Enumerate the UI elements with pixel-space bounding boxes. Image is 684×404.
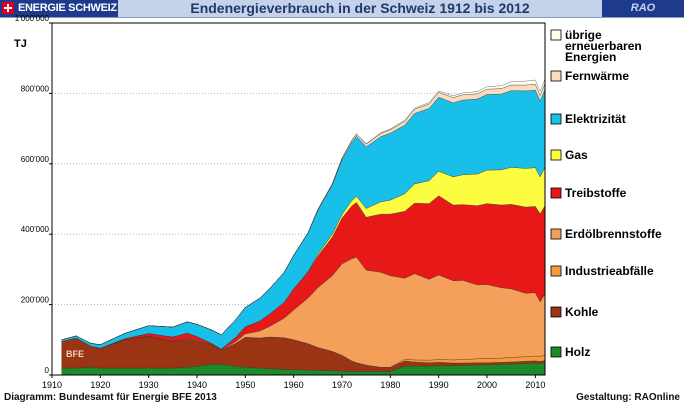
legend-swatch-treibstoffe [550, 187, 562, 199]
chart-title: Endenergieverbrauch in der Schweiz 1912 … [190, 0, 530, 16]
legend-swatch-fernwärme [550, 70, 562, 82]
y-tick-label: 1'000'000 [15, 14, 50, 23]
legend-swatch-holz [550, 346, 562, 358]
x-tick-label: 1930 [139, 380, 159, 390]
source-credit: Diagramm: Bundesamt für Energie BFE 2013 [4, 392, 217, 403]
legend-label-gas: Gas [565, 148, 588, 162]
legend-label-elektrizität: Elektrizität [565, 112, 626, 126]
legend-label-fernwärme: Fernwärme [565, 69, 629, 83]
area-layer [61, 78, 546, 376]
y-tick-label: 400'000 [21, 225, 50, 234]
chart-svg: 0 200'000 400'000 600'000 800'000 1'000'000 19… [14, 14, 662, 390]
legend-swatch-gas [550, 149, 562, 161]
design-credit: Gestaltung: RAOnline [576, 392, 680, 403]
swiss-flag-icon [2, 2, 14, 14]
footer: Diagramm: Bundesamt für Energie BFE 2013… [0, 392, 684, 404]
y-tick-label: 0 [45, 366, 50, 375]
logo-text: ENERGIE SCHWEIZ [18, 2, 117, 14]
legend-label-übrige-erneuerbaren-energien: übrige erneuerbaren Energien [565, 28, 642, 64]
legend-label-erdölbrennstoffe: Erdölbrennstoffe [565, 227, 662, 241]
legend-swatch-kohle [550, 306, 562, 318]
legend-label-kohle: Kohle [565, 305, 599, 319]
y-tick-label: 800'000 [21, 84, 50, 93]
y-tick-label: 600'000 [21, 155, 50, 164]
y-axis-unit: TJ [14, 38, 27, 50]
legend-label-treibstoffe: Treibstoffe [565, 186, 627, 200]
header-bar: ENERGIE SCHWEIZ Endenergieverbrauch in d… [0, 0, 684, 18]
x-tick-label: 1920 [90, 380, 110, 390]
x-tick-label: 1990 [429, 380, 449, 390]
energie-schweiz-logo: ENERGIE SCHWEIZ [0, 0, 118, 17]
legend-label-holz: Holz [565, 345, 590, 359]
legend: übrige erneuerbaren Energien Fernwärme Elekt… [550, 28, 662, 359]
bfe-watermark: BFE [66, 349, 84, 359]
x-tick-label: 1950 [235, 380, 255, 390]
x-tick-label: 1940 [187, 380, 207, 390]
axis-layer: 0 200'000 400'000 600'000 800'000 1'000'000 19… [15, 14, 546, 390]
x-tick-label: 1910 [42, 380, 62, 390]
legend-label-industrieabfälle: Industrieabfälle [565, 264, 654, 278]
legend-swatch-übrige-erneuerbaren-energien [550, 29, 562, 41]
legend-swatch-erdölbrennstoffe [550, 228, 562, 240]
x-tick-label: 1970 [332, 380, 352, 390]
rao-logo: RAO [602, 0, 684, 17]
legend-swatch-industrieabfälle [550, 265, 562, 277]
x-tick-label: 2000 [477, 380, 497, 390]
x-tick-label: 2010 [525, 380, 545, 390]
plot-border [51, 22, 546, 376]
x-tick-label: 1960 [284, 380, 304, 390]
legend-swatch-elektrizität [550, 113, 562, 125]
x-tick-label: 1980 [380, 380, 400, 390]
y-tick-label: 200'000 [21, 296, 50, 305]
